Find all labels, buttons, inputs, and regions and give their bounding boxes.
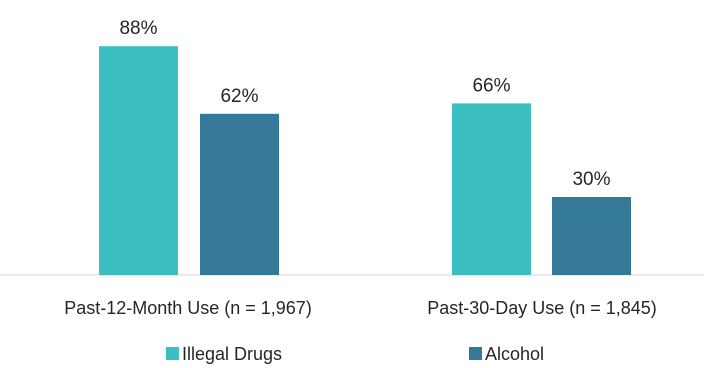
data-label-alcohol: 30% <box>572 169 610 190</box>
category-labels-group: Past-12-Month Use (n = 1,967) Past-30-Da… <box>64 298 657 318</box>
bar-illegal-drugs <box>99 46 178 276</box>
data-labels-group: 88% 66% 62% 30% <box>119 18 610 190</box>
category-label: Past-12-Month Use (n = 1,967) <box>64 298 312 318</box>
legend-label-illegal-drugs: Illegal Drugs <box>182 344 282 364</box>
data-label-illegal-drugs: 66% <box>472 75 510 96</box>
legend-swatch-alcohol <box>469 347 482 360</box>
data-label-illegal-drugs: 88% <box>119 18 157 39</box>
bars-group <box>99 46 631 276</box>
bar-alcohol <box>200 113 279 275</box>
data-label-alcohol: 62% <box>220 86 258 107</box>
legend-swatch-illegal-drugs <box>166 347 179 360</box>
category-label: Past-30-Day Use (n = 1,845) <box>427 298 657 318</box>
bar-illegal-drugs <box>452 103 531 276</box>
bar-alcohol <box>552 197 631 275</box>
legend-label-alcohol: Alcohol <box>485 344 544 364</box>
legend: Illegal Drugs Alcohol <box>166 344 544 364</box>
